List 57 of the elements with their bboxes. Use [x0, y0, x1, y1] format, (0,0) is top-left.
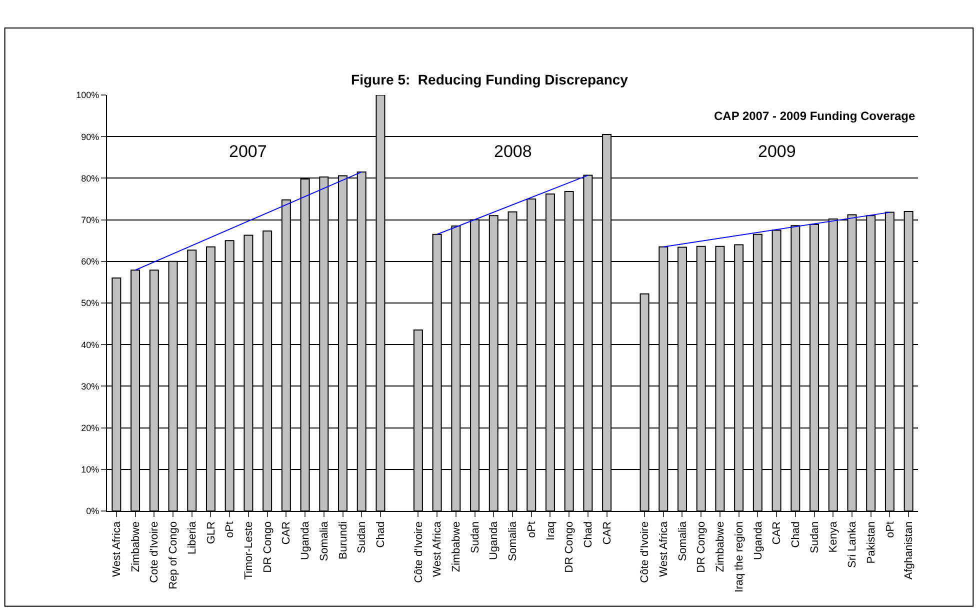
- x-tick-label: Sudan: [808, 521, 821, 554]
- x-tick-label: Uganda: [488, 520, 500, 560]
- x-tick-label: Côte d'Ivoire: [639, 521, 652, 583]
- x-tick-label: Cote d'Ivoire: [148, 521, 161, 583]
- x-tick-label: Somalia: [318, 520, 330, 562]
- y-tick-label: 90%: [81, 132, 100, 142]
- x-tick-label: DR Congo: [696, 521, 708, 573]
- y-tick-label: 100%: [76, 90, 100, 100]
- chart-title: Figure 5: Reducing Funding Discrepancy: [351, 71, 628, 88]
- x-tick-label: CAR: [771, 521, 784, 545]
- x-tick-label: West Africa: [111, 520, 124, 577]
- x-tick-label: Pakistan: [865, 521, 878, 564]
- x-tick-label: oPt: [224, 521, 236, 538]
- y-tick-label: 80%: [81, 173, 100, 184]
- x-tick-label: Zimbabwe: [714, 521, 727, 572]
- x-tick-label: CAR: [601, 521, 614, 545]
- x-tick-label: Zimbabwe: [130, 521, 142, 572]
- x-tick-label: Burundi: [337, 521, 350, 560]
- y-tick-label: 70%: [81, 214, 100, 225]
- x-tick-label: Liberia: [186, 520, 198, 554]
- y-tick-label: 0%: [86, 506, 100, 516]
- x-tick-label: CAR: [280, 521, 293, 545]
- x-tick-label: Iraq the region: [733, 521, 746, 592]
- x-tick-label: Sri Lanka: [846, 520, 859, 568]
- y-tick-label: 50%: [81, 298, 100, 308]
- x-tick-label: Rep of Congo: [168, 521, 180, 590]
- x-tick-label: Uganda: [752, 520, 764, 560]
- annotation: 2009: [758, 142, 796, 161]
- x-tick-label: West Africa: [658, 520, 670, 577]
- x-tick-label: oPt: [884, 521, 896, 538]
- x-tick-label: Sudan: [469, 521, 482, 554]
- x-tick-label: Côte d'Ivoire: [412, 521, 425, 583]
- x-tick-label: Chad: [582, 521, 595, 548]
- x-tick-label: Uganda: [300, 520, 312, 560]
- x-tick-label: Timor-Leste: [243, 521, 256, 580]
- annotation: 2007: [229, 142, 267, 161]
- y-tick-label: 60%: [81, 256, 100, 267]
- x-tick-label: Somalia: [676, 520, 689, 562]
- x-tick-label: Kenya: [828, 520, 840, 553]
- text: CAP 2007 - 2009 Funding Coverage: [714, 109, 916, 123]
- x-tick-label: West Africa: [432, 520, 444, 577]
- x-tick-label: Somalia: [507, 520, 520, 562]
- annotation: 2008: [494, 142, 532, 161]
- x-tick-label: Chad: [375, 521, 388, 548]
- x-tick-label: DR Congo: [564, 521, 576, 573]
- y-tick-label: 30%: [81, 381, 100, 392]
- x-tick-label: GLR: [205, 521, 218, 544]
- x-tick-label: oPt: [526, 521, 538, 538]
- y-tick-label: 10%: [81, 464, 100, 475]
- x-tick-label: Zimbabwe: [450, 521, 462, 572]
- x-tick-label: Afghanistan: [903, 521, 916, 580]
- x-tick-label: Chad: [790, 521, 802, 548]
- x-tick-label: Sudan: [356, 521, 368, 554]
- x-tick-label: DR Congo: [262, 521, 274, 573]
- x-tick-label: Iraq: [544, 521, 557, 540]
- y-tick-label: 40%: [81, 340, 100, 350]
- y-tick-label: 20%: [81, 422, 100, 433]
